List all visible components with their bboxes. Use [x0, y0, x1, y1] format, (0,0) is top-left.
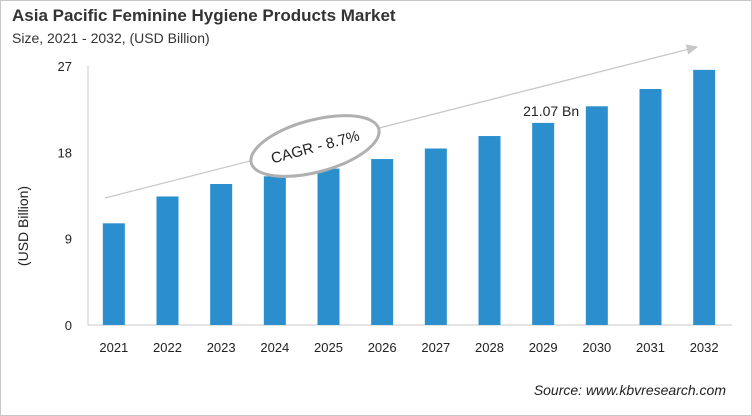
x-tick-label: 2022 [153, 340, 182, 355]
bar-2022 [156, 196, 179, 325]
source-note: Source: www.kbvresearch.com [533, 382, 726, 398]
x-tick-label: 2027 [421, 340, 450, 355]
bar-2029 [532, 122, 555, 326]
data-label: 21.07 Bn [523, 103, 579, 119]
chart-subtitle: Size, 2021 - 2032, (USD Billion) [12, 30, 210, 46]
x-tick-label: 2024 [260, 340, 289, 355]
trend-arrow [104, 44, 699, 199]
x-tick-label: 2030 [582, 340, 611, 355]
x-tick-label: 2025 [314, 340, 343, 355]
bar-2027 [424, 148, 447, 325]
y-tick-label: 9 [65, 232, 72, 247]
x-tick-label: 2026 [368, 340, 397, 355]
y-axis-title: (USD Billion) [15, 186, 31, 266]
x-tick-label: 2021 [99, 340, 128, 355]
y-tick-label: 18 [58, 145, 72, 160]
y-tick-label: 27 [58, 59, 72, 74]
bar-2030 [585, 106, 608, 326]
bar-2021 [102, 223, 125, 325]
x-tick-label: 2031 [636, 340, 665, 355]
bar-2024 [263, 176, 286, 325]
cagr-ellipse [249, 114, 381, 178]
x-tick-label: 2029 [529, 340, 558, 355]
bar-2028 [478, 136, 501, 325]
bar-2031 [639, 89, 662, 326]
bar-2026 [371, 159, 394, 325]
x-tick-label: 2032 [690, 340, 719, 355]
y-tick-label: 0 [65, 318, 72, 333]
bar-2023 [210, 183, 233, 325]
x-tick-label: 2028 [475, 340, 504, 355]
x-tick-label: 2023 [207, 340, 236, 355]
chart-title: Asia Pacific Feminine Hygiene Products M… [12, 6, 396, 25]
bar-2032 [693, 69, 716, 325]
bar-2025 [317, 168, 340, 325]
